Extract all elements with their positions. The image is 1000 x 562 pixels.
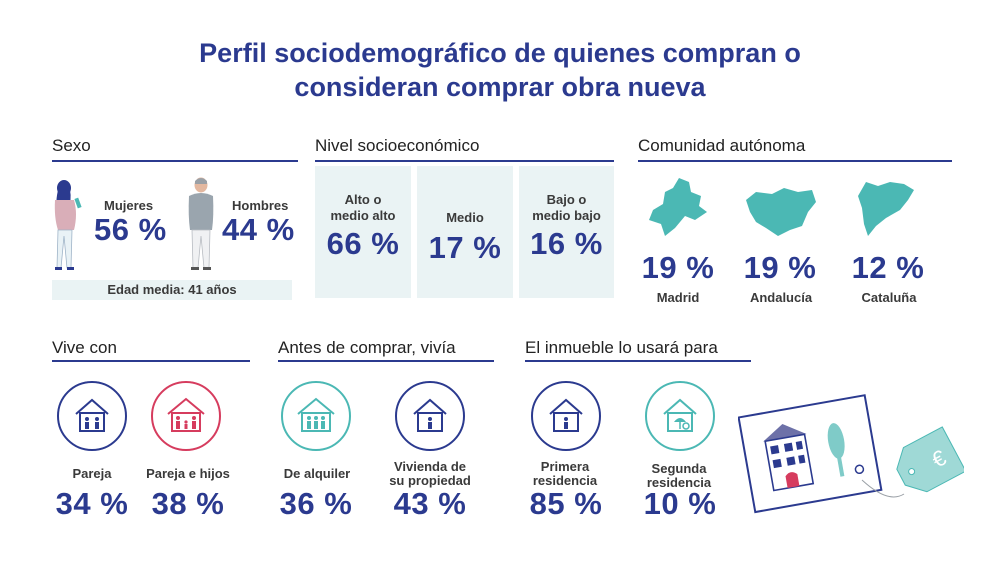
segunda-label: Segunda residencia bbox=[630, 462, 728, 490]
section-rule-nivel bbox=[315, 160, 614, 162]
primera-label: Primera residencia bbox=[516, 460, 614, 488]
woman-figure-icon bbox=[54, 180, 82, 270]
nivel-card-bajo: Bajo o medio bajo 16 % bbox=[519, 166, 614, 298]
primera-label-1: Primera bbox=[540, 459, 590, 474]
nivel-percent-medio: 17 % bbox=[428, 230, 502, 265]
title-line-2: consideran comprar obra nueva bbox=[294, 72, 706, 102]
nivel-percent-bajo: 16 % bbox=[530, 226, 603, 261]
madrid-label: Madrid bbox=[656, 290, 700, 305]
title-line-1: Perfil sociodemográfico de quienes compr… bbox=[199, 38, 801, 68]
nivel-label-medio: Medio bbox=[446, 210, 484, 225]
nivel-percent-alto: 66 % bbox=[326, 226, 400, 261]
propiedad-label-1: Vivienda de bbox=[393, 459, 466, 474]
primary-residence-icon bbox=[531, 381, 601, 451]
section-title-vive: Vive con bbox=[52, 338, 117, 357]
secondary-residence-icon bbox=[645, 381, 715, 451]
section-title-comunidad: Comunidad autónoma bbox=[638, 136, 806, 155]
alquiler-percent: 36 % bbox=[279, 486, 353, 521]
nivel-card-medio: Medio 17 % bbox=[417, 166, 513, 298]
average-age-badge: Edad media: 41 años bbox=[52, 280, 292, 300]
section-title-uso: El inmueble lo usará para bbox=[525, 338, 718, 357]
nivel-label-bajo-1: Bajo o bbox=[546, 192, 587, 207]
rental-house-icon bbox=[281, 381, 351, 451]
page-title: Perfil sociodemográfico de quienes compr… bbox=[0, 36, 1000, 104]
madrid-percent: 19 % bbox=[641, 250, 715, 285]
nivel-card-alto: Alto o medio alto 66 % bbox=[315, 166, 411, 298]
andalucia-percent: 19 % bbox=[743, 250, 817, 285]
women-percent: 56 % bbox=[94, 212, 167, 247]
average-age-text: Edad media: 41 años bbox=[107, 282, 237, 297]
section-rule-sexo bbox=[52, 160, 298, 162]
andalucia-label: Andalucía bbox=[749, 290, 813, 305]
section-title-antes: Antes de comprar, vivía bbox=[278, 338, 456, 357]
men-percent: 44 % bbox=[222, 212, 295, 247]
section-rule-comunidad bbox=[638, 160, 952, 162]
man-figure-icon bbox=[188, 177, 214, 270]
pareja-percent: 34 % bbox=[55, 486, 129, 521]
pareja-label: Pareja bbox=[72, 466, 112, 481]
propiedad-label-2: su propiedad bbox=[389, 473, 471, 488]
nivel-label-alto-2: medio alto bbox=[330, 208, 396, 223]
madrid-map-icon bbox=[649, 178, 707, 236]
men-label: Hombres bbox=[232, 198, 289, 213]
nivel-label-bajo-2: medio bajo bbox=[532, 208, 601, 223]
section-rule-antes bbox=[278, 360, 494, 362]
cataluna-percent: 12 % bbox=[851, 250, 925, 285]
family-house-icon bbox=[151, 381, 221, 451]
couple-house-icon bbox=[57, 381, 127, 451]
section-title-nivel: Nivel socioeconómico bbox=[315, 136, 480, 155]
segunda-label-2: residencia bbox=[646, 475, 712, 490]
nivel-label-alto-1: Alto o bbox=[344, 192, 382, 207]
propiedad-label: Vivienda de su propiedad bbox=[378, 460, 482, 488]
pareja-hijos-label: Pareja e hijos bbox=[146, 466, 230, 481]
cataluna-map-icon bbox=[858, 182, 914, 236]
owned-house-icon bbox=[395, 381, 465, 451]
andalucia-map-icon bbox=[746, 188, 816, 236]
section-rule-uso bbox=[525, 360, 751, 362]
propiedad-percent: 43 % bbox=[393, 486, 467, 521]
section-title-sexo: Sexo bbox=[52, 136, 91, 155]
women-label: Mujeres bbox=[104, 198, 154, 213]
segunda-percent: 10 % bbox=[643, 486, 717, 521]
primera-label-2: residencia bbox=[532, 473, 598, 488]
house-price-tag-illustration: € bbox=[738, 394, 964, 514]
pareja-hijos-percent: 38 % bbox=[151, 486, 225, 521]
segunda-label-1: Segunda bbox=[651, 461, 707, 476]
cataluna-label: Cataluña bbox=[861, 290, 917, 305]
section-rule-vive bbox=[52, 360, 250, 362]
alquiler-label: De alquiler bbox=[283, 466, 351, 481]
primera-percent: 85 % bbox=[529, 486, 603, 521]
